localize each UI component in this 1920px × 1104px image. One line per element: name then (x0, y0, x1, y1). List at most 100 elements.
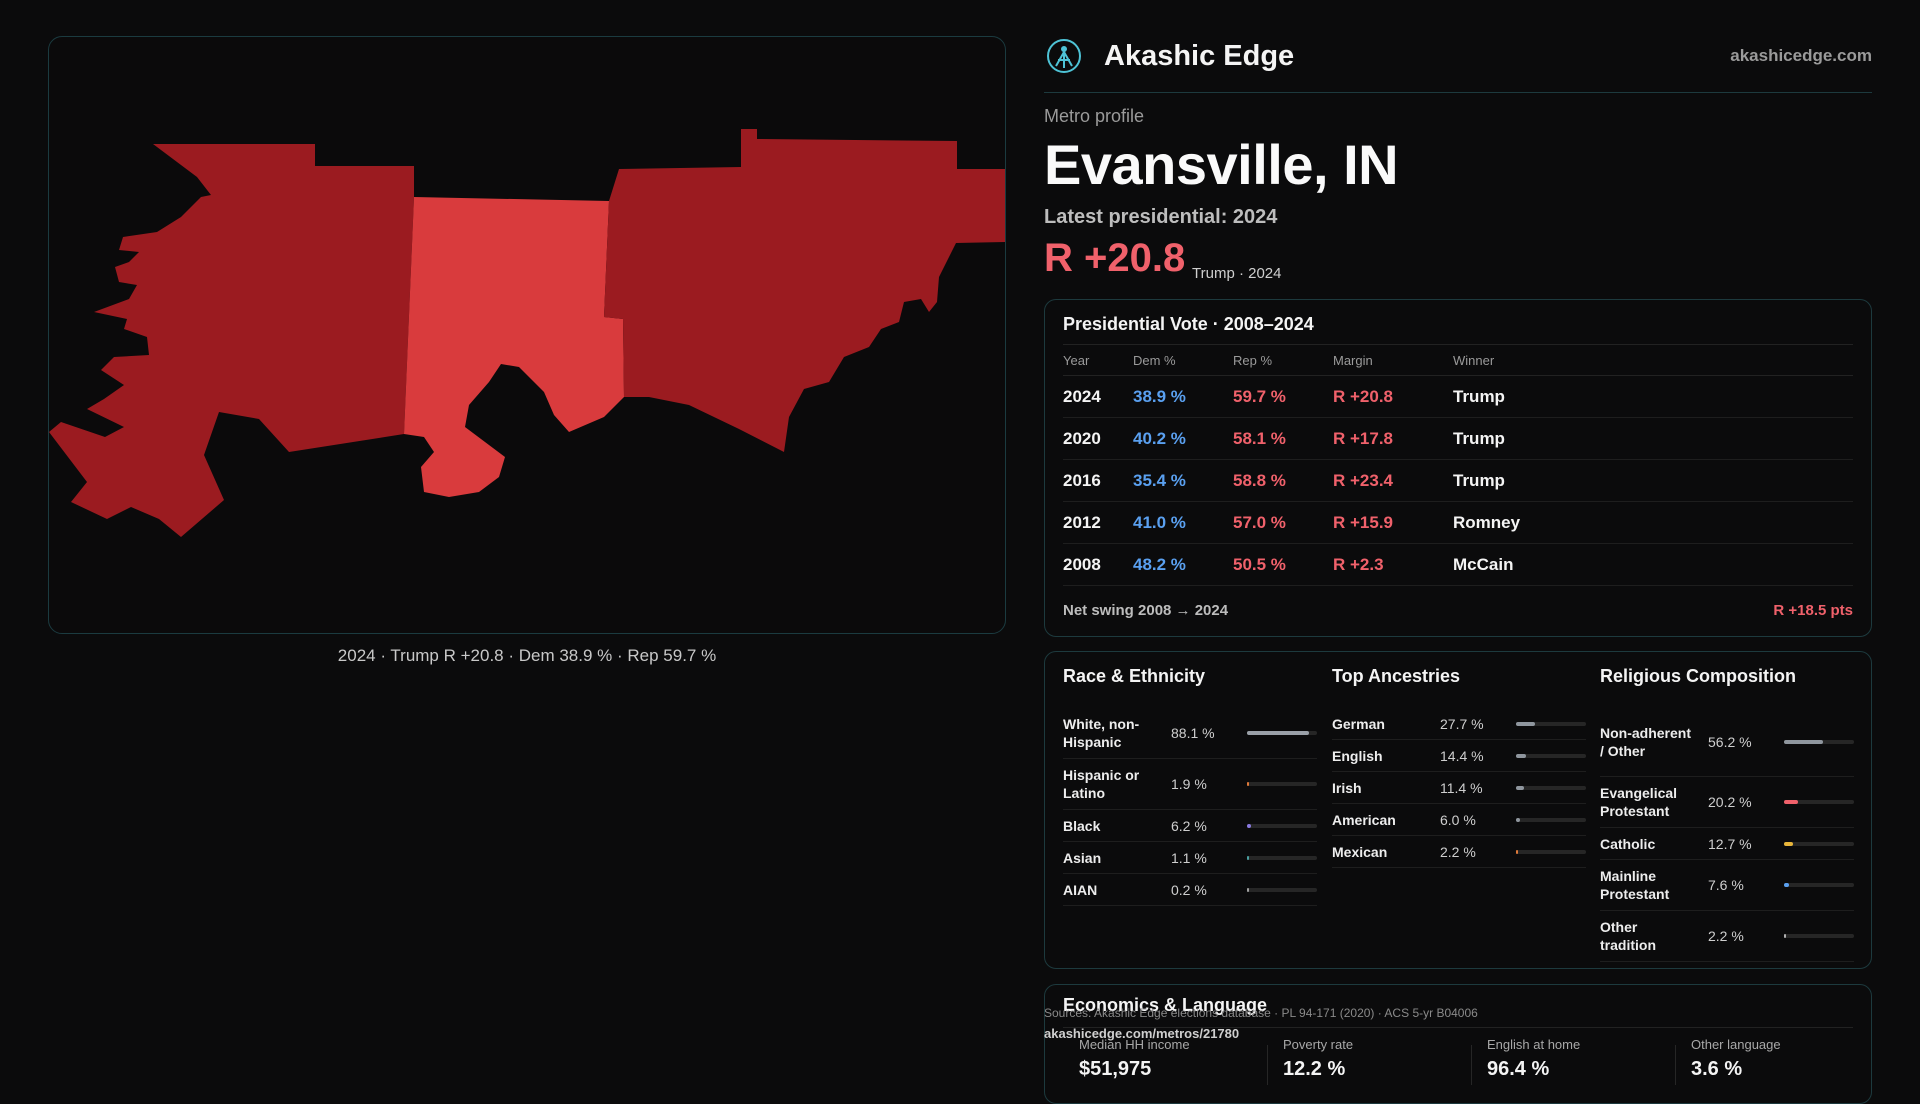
brand-header: Akashic Edge akashicedge.com (1044, 34, 1872, 93)
latest-margin-note: Trump · 2024 (1192, 265, 1282, 282)
race-label: Black (1063, 817, 1101, 834)
list-item: Other tradition 2.2 % (1600, 911, 1854, 962)
table-row[interactable]: 2012 41.0 % 57.0 % R +15.9 Romney (1063, 501, 1853, 544)
presidential-vote-title: Presidential Vote · 2008–2024 (1063, 314, 1314, 334)
row-margin: R +2.3 (1333, 543, 1453, 586)
ancestry-label: American (1332, 811, 1396, 828)
row-margin: R +23.4 (1333, 459, 1453, 502)
row-dem: 35.4 % (1133, 459, 1233, 502)
race-ethnicity-title: Race & Ethnicity (1063, 666, 1206, 686)
race-bar-fill (1247, 731, 1309, 735)
list-item: Catholic 12.7 % (1600, 828, 1854, 860)
row-year: 2016 (1063, 459, 1133, 502)
row-winner: McCain (1453, 543, 1853, 586)
religion-label: Other tradition (1600, 919, 1656, 953)
table-row[interactable]: 2016 35.4 % 58.8 % R +23.4 Trump (1063, 459, 1853, 502)
list-item: Mexican 2.2 % (1332, 836, 1586, 868)
brand-name[interactable]: Akashic Edge (1104, 40, 1295, 72)
religion-title: Religious Composition (1600, 666, 1796, 686)
header-rep: Rep % (1233, 344, 1333, 376)
latest-margin: R +20.8 (1044, 236, 1186, 280)
race-bar (1247, 887, 1317, 892)
econ-stat-poverty: Poverty rate 12.2 % (1283, 1037, 1468, 1081)
row-winner: Trump (1453, 375, 1853, 418)
list-item: Hispanic or Latino 1.9 % (1063, 759, 1317, 810)
table-row[interactable]: 2020 40.2 % 58.1 % R +17.8 Trump (1063, 417, 1853, 460)
religion-bar-fill (1784, 841, 1793, 846)
row-year: 2020 (1063, 417, 1133, 460)
ancestry-bar (1516, 785, 1586, 790)
religion-bar-fill (1784, 934, 1786, 938)
row-year: 2008 (1063, 543, 1133, 586)
race-bar-fill (1247, 823, 1251, 828)
econ-separator (1675, 1045, 1676, 1085)
religion-label: Non-adherent / Other (1600, 725, 1691, 759)
row-margin: R +20.8 (1333, 375, 1453, 418)
econ-separator (1471, 1045, 1472, 1085)
econ-label: Median HH income (1079, 1037, 1190, 1052)
row-winner: Trump (1453, 459, 1853, 502)
econ-value: 3.6 % (1691, 1058, 1743, 1080)
ancestry-bar (1516, 753, 1586, 758)
religion-bar (1784, 800, 1854, 804)
race-label: AIAN (1063, 881, 1098, 898)
race-bar-fill (1247, 782, 1249, 786)
race-value: 88.1 % (1171, 725, 1215, 741)
header-winner: Winner (1453, 344, 1853, 376)
row-dem: 41.0 % (1133, 501, 1233, 544)
religion-bar (1784, 883, 1854, 887)
ancestry-bar (1516, 721, 1586, 726)
religion-label: Catholic (1600, 835, 1656, 852)
list-item: American 6.0 % (1332, 804, 1586, 836)
county-map[interactable] (49, 37, 1006, 634)
religion-value: 7.6 % (1708, 877, 1744, 893)
ancestry-value: 27.7 % (1440, 715, 1484, 732)
ancestry-value: 11.4 % (1440, 779, 1483, 796)
ancestry-label: Mexican (1332, 843, 1388, 860)
list-item: Black 6.2 % (1063, 810, 1317, 842)
county-middle[interactable] (404, 197, 624, 497)
race-label: White, non-Hispanic (1063, 716, 1140, 750)
ancestry-value: 14.4 % (1440, 747, 1484, 764)
row-margin: R +15.9 (1333, 501, 1453, 544)
header-dem: Dem % (1133, 344, 1233, 376)
row-winner: Romney (1453, 501, 1853, 544)
table-row[interactable]: 2024 38.9 % 59.7 % R +20.8 Trump (1063, 375, 1853, 418)
ancestry-bar-fill (1516, 849, 1518, 854)
religion-bar-fill (1784, 800, 1798, 804)
sources-note: Sources: Akashic Edge elections database… (1044, 1006, 1478, 1020)
row-rep: 58.8 % (1233, 459, 1333, 502)
religion-bar-fill (1784, 883, 1789, 887)
list-item: Evangelical Protestant 20.2 % (1600, 777, 1854, 828)
metro-map-panel[interactable] (48, 36, 1006, 634)
list-item: Non-adherent / Other 56.2 % (1600, 708, 1854, 777)
race-bar (1247, 855, 1317, 860)
list-item: AIAN 0.2 % (1063, 874, 1317, 906)
religion-bar (1784, 841, 1854, 846)
religion-bar (1784, 740, 1854, 744)
county-west[interactable] (49, 144, 414, 537)
ancestry-list: German 27.7 % English 14.4 % Irish 11.4 … (1332, 708, 1586, 868)
race-value: 1.1 % (1171, 849, 1207, 866)
brand-url-link[interactable]: akashicedge.com (1730, 46, 1872, 65)
race-list: White, non-Hispanic 88.1 % Hispanic or L… (1063, 708, 1317, 906)
county-east[interactable] (604, 129, 1006, 452)
ancestry-bar-fill (1516, 753, 1526, 758)
race-value: 0.2 % (1171, 881, 1207, 898)
metro-profile-panel: Akashic Edge akashicedge.com Metro profi… (1044, 0, 1872, 1104)
permalink[interactable]: akashicedge.com/metros/21780 (1044, 1026, 1240, 1041)
row-rep: 59.7 % (1233, 375, 1333, 418)
list-item: German 27.7 % (1332, 708, 1586, 740)
table-row[interactable]: 2008 48.2 % 50.5 % R +2.3 McCain (1063, 543, 1853, 586)
map-caption: 2024 · Trump R +20.8 · Dem 38.9 % · Rep … (337, 646, 717, 665)
race-value: 6.2 % (1171, 817, 1207, 834)
row-margin: R +17.8 (1333, 417, 1453, 460)
econ-label: Other language (1691, 1037, 1781, 1052)
religion-value: 20.2 % (1708, 794, 1752, 810)
ancestry-label: German (1332, 715, 1385, 732)
akashic-logo-icon[interactable] (1046, 38, 1082, 74)
religion-list: Non-adherent / Other 56.2 % Evangelical … (1600, 708, 1854, 962)
economics-title: Economics & Language (1063, 995, 1268, 1015)
list-item: White, non-Hispanic 88.1 % (1063, 708, 1317, 759)
religion-value: 56.2 % (1708, 734, 1752, 750)
